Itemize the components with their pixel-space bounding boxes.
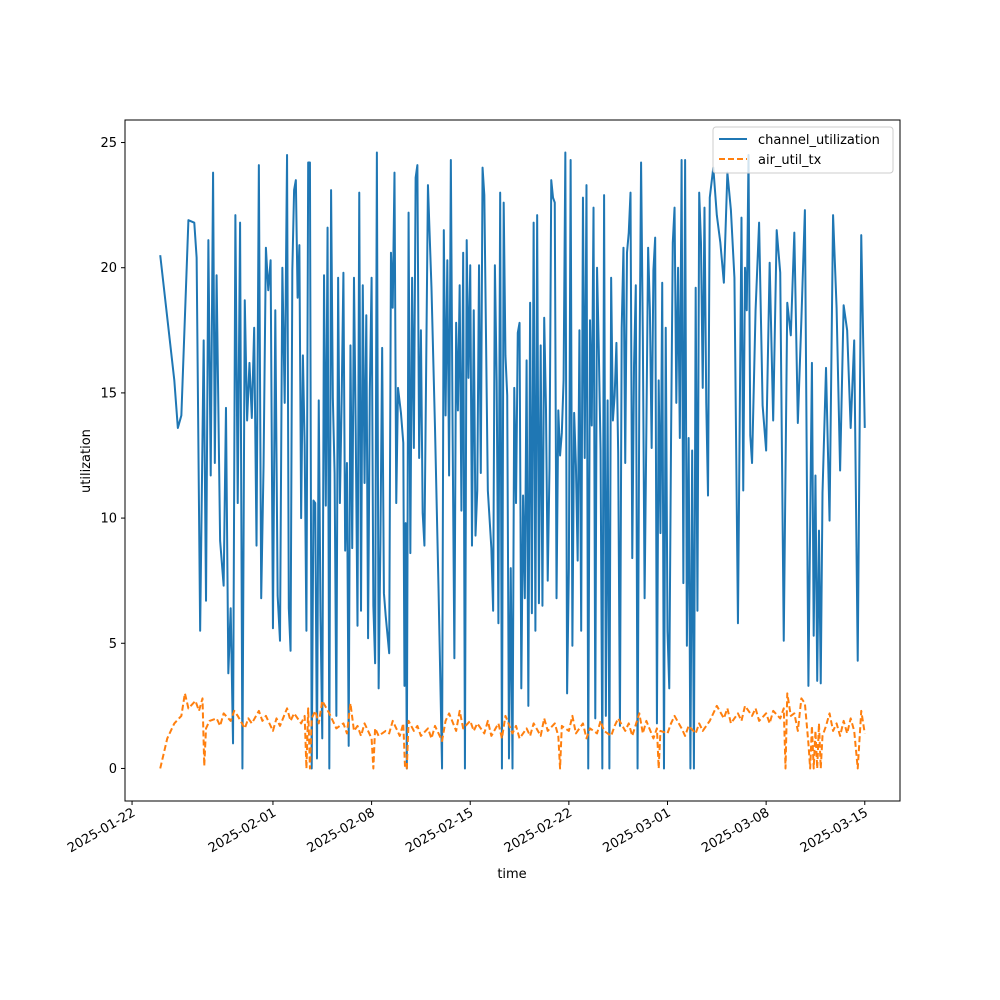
- legend-box: [712, 126, 894, 174]
- y-tick-label: 5: [109, 637, 117, 652]
- legend-label-air-util-tx: air_util_tx: [758, 153, 822, 168]
- y-tick-label: 20: [100, 261, 117, 276]
- legend: channel_utilization air_util_tx: [712, 126, 894, 174]
- series-line-air-util-tx: [159, 692, 866, 770]
- plot-area-frame: [124, 119, 901, 802]
- y-tick-label: 25: [100, 136, 117, 151]
- x-axis-label: time: [497, 867, 526, 882]
- y-tick-label: 10: [100, 512, 117, 527]
- y-tick-label: 15: [100, 386, 117, 401]
- legend-label-channel-utilization: channel_utilization: [758, 133, 880, 148]
- series-line-channel-utilization: [159, 151, 866, 770]
- y-tick-label: 0: [109, 762, 117, 777]
- y-axis-label: utilization: [79, 429, 94, 493]
